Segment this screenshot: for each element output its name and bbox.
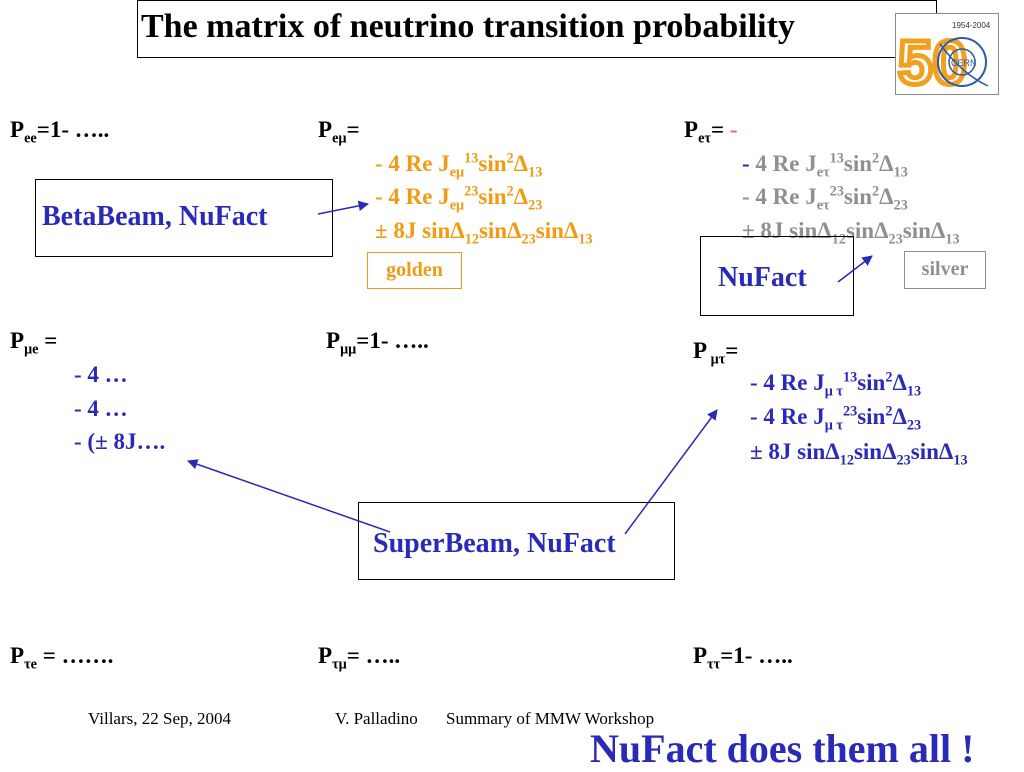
p-mutau-label: P μτ= (693, 338, 739, 368)
superbeam-label: SuperBeam, NuFact (373, 528, 616, 559)
nufact-box (700, 236, 854, 316)
betabeam-label: BetaBeam, NuFact (42, 201, 268, 232)
p-tautau: Pττ=1- ….. (693, 643, 793, 673)
arrow-superbeam-to-pmue (187, 459, 391, 533)
p-mumu: Pμμ=1- ….. (326, 328, 429, 358)
p-mutau-term3: ± 8J sinΔ12sinΔ23sinΔ13 (750, 439, 968, 469)
footer-location-date: Villars, 22 Sep, 2004 (88, 709, 231, 728)
p-mutau-term1: - 4 Re Jμ τ13sin2Δ13 (750, 369, 922, 400)
arrow-betabeam-to-pemu (317, 200, 370, 215)
logo-years: 1954-2004 (952, 21, 991, 30)
conclusion-text: NuFact does them all ! (590, 726, 975, 771)
slide-title: The matrix of neutrino transition probab… (141, 8, 795, 45)
footer-author: V. Palladino (335, 709, 418, 728)
golden-tag: golden (367, 252, 462, 289)
p-mue-term2: - 4 … (74, 396, 128, 421)
p-mue-term3: - (± 8J…. (74, 429, 166, 454)
p-etau-term2: - 4 Re Jeτ23sin2Δ23 (742, 183, 908, 214)
p-emu-term3: ± 8J sinΔ12sinΔ23sinΔ13 (375, 218, 593, 248)
arrow-nufact-to-petau (837, 255, 873, 283)
p-taumu: Pτμ= ….. (318, 643, 401, 673)
p-mutau-term2: - 4 Re Jμ τ23sin2Δ23 (750, 403, 922, 434)
p-etau-label: Peτ= - (684, 117, 738, 147)
silver-tag: silver (904, 251, 986, 289)
p-mue-label: Pμe = (10, 328, 58, 358)
nufact-label: NuFact (718, 262, 807, 293)
p-emu-label: Peμ= (318, 117, 360, 147)
p-mue-term1: - 4 … (74, 362, 128, 387)
cern-logo-icon: 1954-2004 50 CERN (896, 21, 991, 101)
p-taue: Pτe = ……. (10, 643, 114, 673)
p-ee: Pee=1- ….. (10, 117, 110, 147)
superbeam-box (358, 502, 675, 580)
cern-50-logo: 1954-2004 50 CERN (895, 13, 999, 101)
footer-talk: Summary of MMW Workshop (446, 709, 655, 728)
p-etau-term1: - 4 Re Jeτ13sin2Δ13 (742, 150, 908, 181)
arrow-superbeam-to-pmutau (624, 409, 718, 535)
betabeam-box (35, 179, 333, 257)
logo-brand: CERN (951, 58, 977, 68)
p-emu-term1: - 4 Re Jeμ13sin2Δ13 (375, 150, 543, 181)
p-etau-term3: ± 8J sinΔ12sinΔ23sinΔ13 (742, 218, 960, 248)
p-emu-term2: - 4 Re Jeμ23sin2Δ23 (375, 183, 543, 214)
